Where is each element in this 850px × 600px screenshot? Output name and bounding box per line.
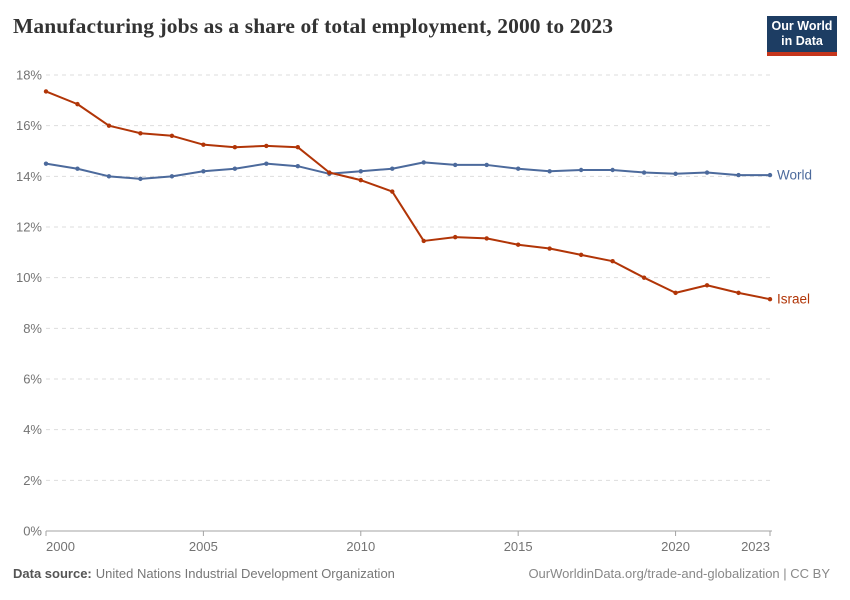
y-tick-label: 0% <box>23 524 42 539</box>
data-source-label: Data source: <box>13 566 92 581</box>
israel-data-point[interactable] <box>327 170 332 175</box>
x-tick-label: 2010 <box>346 539 375 554</box>
israel-data-point[interactable] <box>358 177 363 183</box>
y-tick-label: 16% <box>16 118 42 133</box>
owid-logo[interactable]: Our World in Data <box>767 16 837 56</box>
world-data-point[interactable] <box>736 172 741 178</box>
israel-data-point[interactable] <box>421 238 426 244</box>
israel-data-point[interactable] <box>736 290 741 296</box>
y-tick-label: 18% <box>16 68 42 83</box>
israel-data-point[interactable] <box>138 131 143 136</box>
data-source-value: United Nations Industrial Development Or… <box>95 566 395 581</box>
israel-data-point[interactable] <box>704 283 710 288</box>
israel-data-point[interactable] <box>232 145 238 150</box>
world-data-point[interactable] <box>75 166 80 171</box>
world-data-point[interactable] <box>704 170 710 175</box>
world-data-point[interactable] <box>673 171 678 176</box>
world-series-label[interactable]: World <box>777 168 812 183</box>
world-data-point[interactable] <box>421 160 426 165</box>
world-data-point[interactable] <box>138 176 143 182</box>
world-data-point[interactable] <box>358 169 363 174</box>
page-title: Manufacturing jobs as a share of total e… <box>13 14 614 38</box>
israel-data-point[interactable] <box>641 275 647 280</box>
world-data-point[interactable] <box>43 161 49 166</box>
y-tick-label: 2% <box>23 473 42 488</box>
israel-data-point[interactable] <box>578 252 584 258</box>
israel-data-point[interactable] <box>106 123 112 128</box>
israel-data-point[interactable] <box>515 242 521 247</box>
x-tick-label: 2020 <box>661 539 690 554</box>
world-data-point[interactable] <box>169 174 175 179</box>
y-tick-label: 10% <box>16 270 42 285</box>
israel-data-point[interactable] <box>610 259 615 264</box>
data-source: Data source: United Nations Industrial De… <box>13 566 395 581</box>
y-tick-label: 4% <box>23 422 42 437</box>
y-tick-label: 8% <box>23 321 42 336</box>
world-data-point[interactable] <box>610 167 615 173</box>
chart-footer: Data source: United Nations Industrial De… <box>13 566 830 581</box>
owid-logo-text-line2: in Data <box>781 34 823 48</box>
israel-data-point[interactable] <box>484 236 489 241</box>
world-data-point[interactable] <box>264 161 269 166</box>
world-data-point[interactable] <box>767 172 773 178</box>
y-tick-label: 6% <box>23 372 42 387</box>
world-data-point[interactable] <box>641 170 647 175</box>
israel-data-point[interactable] <box>295 145 301 150</box>
world-data-point[interactable] <box>201 169 206 174</box>
world-data-point[interactable] <box>453 162 458 168</box>
israel-data-point[interactable] <box>43 89 49 94</box>
x-tick-label: 2015 <box>504 539 533 554</box>
israel-data-point[interactable] <box>673 290 678 296</box>
world-data-point[interactable] <box>232 166 238 171</box>
world-data-point[interactable] <box>547 169 552 174</box>
world-data-point[interactable] <box>295 164 301 169</box>
israel-data-point[interactable] <box>390 189 395 194</box>
world-data-point[interactable] <box>484 162 489 168</box>
world-line[interactable] <box>45 161 771 180</box>
israel-data-point[interactable] <box>75 101 80 107</box>
world-data-point[interactable] <box>578 167 584 173</box>
israel-data-point[interactable] <box>169 133 175 138</box>
israel-data-point[interactable] <box>547 246 552 251</box>
x-tick-label: 2000 <box>46 539 75 554</box>
owid-logo-text-line1: Our World <box>771 19 833 34</box>
israel-data-point[interactable] <box>767 297 773 302</box>
world-data-point[interactable] <box>390 166 395 171</box>
world-data-point[interactable] <box>515 166 521 171</box>
x-tick-label: 2005 <box>189 539 218 554</box>
x-tick-label: 2023 <box>741 539 770 554</box>
israel-line[interactable] <box>45 90 771 301</box>
israel-series-label[interactable]: Israel <box>777 292 810 307</box>
israel-data-point[interactable] <box>264 143 269 149</box>
y-tick-label: 12% <box>16 220 42 235</box>
israel-data-point[interactable] <box>201 142 206 147</box>
israel-data-point[interactable] <box>453 234 458 240</box>
attribution-link[interactable]: OurWorldinData.org/trade-and-globalizati… <box>528 566 830 581</box>
world-data-point[interactable] <box>106 174 112 179</box>
y-tick-label: 14% <box>16 169 42 184</box>
